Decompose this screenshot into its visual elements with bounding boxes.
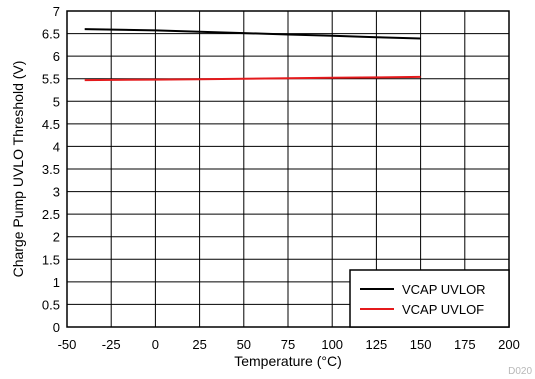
y-tick-label: 3 <box>53 185 60 200</box>
y-tick-label: 0 <box>53 320 60 335</box>
y-tick-label: 4.5 <box>42 117 60 132</box>
plot-frame <box>66 10 510 328</box>
figure-code: D020 <box>508 366 532 377</box>
y-tick-label: 2.5 <box>42 207 60 222</box>
legend-box <box>349 269 510 328</box>
legend-label-2: VCAP UVLOF <box>402 302 484 317</box>
x-tick-label: -25 <box>102 337 121 352</box>
x-tick-label: 100 <box>321 337 343 352</box>
series-lines <box>84 28 421 82</box>
y-tick-label: 3.5 <box>42 162 60 177</box>
y-tick-label: 4 <box>53 139 60 154</box>
y-tick-label: 1.5 <box>42 252 60 267</box>
y-tick-label: 1 <box>53 275 60 290</box>
legend-label-1: VCAP UVLOR <box>402 282 486 297</box>
x-tick-label: 50 <box>237 337 251 352</box>
x-axis-ticks: -50 -25 0 25 50 75 100 125 150 175 200 <box>58 337 520 352</box>
legend: VCAP UVLOR VCAP UVLOF <box>349 269 510 328</box>
y-tick-label: 5.5 <box>42 72 60 87</box>
y-tick-label: 0.5 <box>42 297 60 312</box>
x-tick-label: 0 <box>152 337 159 352</box>
x-tick-label: 25 <box>192 337 206 352</box>
y-tick-label: 6 <box>53 49 60 64</box>
y-tick-label: 6.5 <box>42 27 60 42</box>
y-tick-label: 7 <box>53 4 60 19</box>
x-tick-label: 125 <box>366 337 388 352</box>
x-tick-label: 75 <box>281 337 295 352</box>
x-tick-label: 175 <box>454 337 476 352</box>
x-tick-label: 150 <box>410 337 432 352</box>
series-line-1 <box>84 28 421 40</box>
y-tick-label: 2 <box>53 230 60 245</box>
y-tick-label: 5 <box>53 94 60 109</box>
x-tick-label: 200 <box>498 337 520 352</box>
x-tick-label: -50 <box>58 337 77 352</box>
y-axis-ticks: 0 0.5 1 1.5 2 2.5 3 3.5 4 4.5 5 5.5 6 6.5 7 <box>42 4 60 335</box>
x-axis-title: Temperature (°C) <box>234 353 342 369</box>
y-axis-title: Charge Pump UVLO Threshold (V) <box>10 61 26 278</box>
series-line-2 <box>84 75 421 82</box>
